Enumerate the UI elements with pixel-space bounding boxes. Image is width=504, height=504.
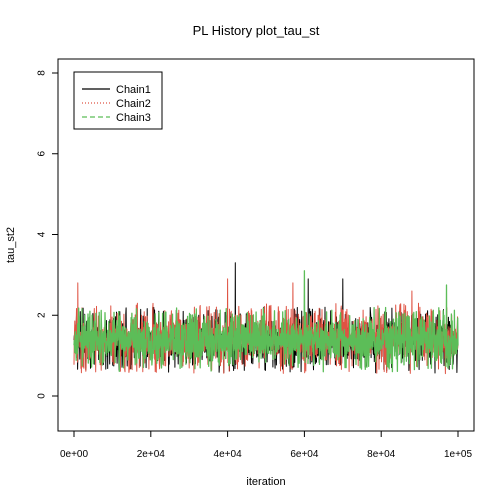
chart-title: PL History plot_tau_st [193,23,320,38]
y-tick-label: 2 [37,312,48,318]
x-tick-label: 1e+05 [444,449,473,460]
legend-label: Chain3 [116,112,151,124]
y-tick-label: 4 [37,231,48,237]
x-tick-label: 2e+04 [137,449,166,460]
legend-box [73,71,163,130]
x-tick-label: 4e+04 [214,449,243,460]
x-axis-label: iteration [246,476,285,488]
axes: 0e+00 2e+04 4e+04 6e+04 8e+04 1e+05 0 2 4 6 8 [37,70,473,460]
legend: Chain1 Chain2 Chain3 [73,71,163,130]
y-axis-label: tau_st2 [5,227,17,263]
series-trace-3 [73,270,459,373]
legend-label: Chain1 [116,84,151,96]
y-tick-label: 8 [37,70,48,76]
x-tick-label: 6e+04 [290,449,319,460]
trace-lines [73,262,459,375]
x-tick-label: 8e+04 [367,449,396,460]
x-tick-label: 0e+00 [60,449,89,460]
y-tick-label: 6 [37,151,48,157]
y-tick-label: 0 [37,393,48,399]
legend-label: Chain2 [116,98,151,110]
